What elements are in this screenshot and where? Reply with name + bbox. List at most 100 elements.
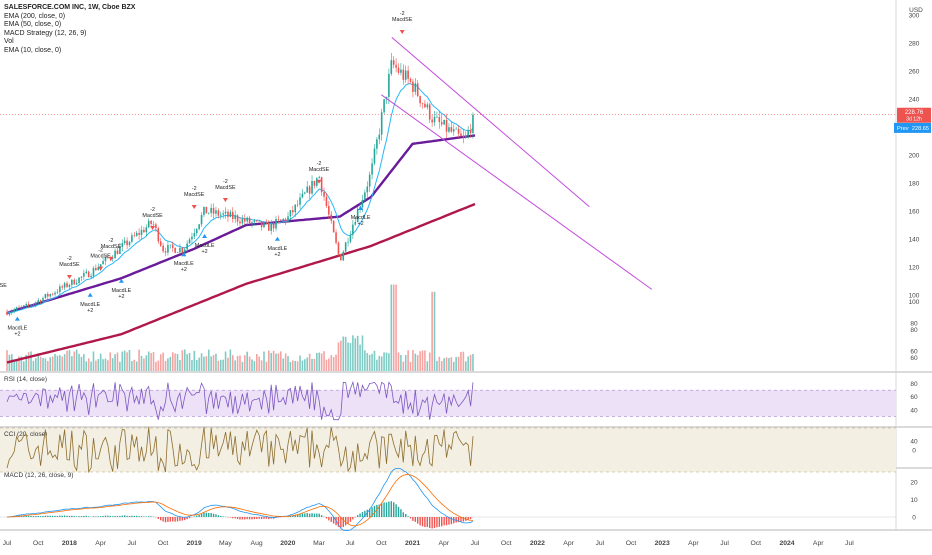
- volume-bar: [76, 350, 78, 371]
- candle-body: [177, 252, 179, 253]
- macd-histogram-bar: [302, 514, 303, 517]
- candle-body: [429, 104, 431, 119]
- candle-body: [412, 82, 414, 92]
- macd-histogram-bar: [28, 516, 29, 517]
- candle-body: [330, 215, 332, 221]
- macd-histogram-bar: [222, 516, 223, 517]
- legend-macd-strategy[interactable]: MACD Strategy (12, 26, 9): [4, 30, 135, 39]
- volume-bar: [201, 353, 203, 371]
- volume-bar: [47, 361, 49, 371]
- candle-body: [18, 307, 20, 308]
- volume-bar: [287, 356, 289, 371]
- volume-bar: [155, 362, 157, 371]
- volume-bar: [177, 354, 179, 371]
- macd-histogram-bar: [47, 516, 48, 517]
- candle-body: [371, 163, 373, 174]
- macd-histogram-bar: [388, 502, 389, 517]
- candle-body: [366, 187, 368, 193]
- volume-bar: [304, 359, 306, 371]
- volume-bar: [338, 342, 340, 371]
- volume-bar: [203, 357, 205, 371]
- candle-body: [69, 285, 71, 287]
- macd-histogram-bar: [194, 516, 195, 517]
- macd-histogram-bar: [165, 517, 166, 522]
- candle-body: [393, 60, 395, 65]
- volume-bar: [194, 351, 196, 371]
- volume-bar: [191, 360, 193, 371]
- candle-body: [419, 96, 421, 103]
- candle-body: [465, 136, 467, 138]
- volume-bar: [6, 350, 8, 371]
- macd-histogram-bar: [345, 517, 346, 525]
- volume-bar: [210, 356, 212, 371]
- candle-body: [194, 233, 196, 237]
- time-tick-label: 2019: [187, 540, 202, 547]
- volume-bar: [167, 358, 169, 371]
- volume-bar: [85, 361, 87, 371]
- candle-body: [472, 115, 474, 133]
- signal-count: +2: [274, 252, 280, 258]
- volume-bar: [460, 352, 462, 371]
- macd-histogram-bar: [422, 517, 423, 526]
- volume-bar: [57, 356, 59, 371]
- candle-body: [138, 233, 140, 235]
- macd-tick-label: 20: [910, 480, 918, 487]
- legend-ema200[interactable]: EMA (200, close, 0): [4, 13, 135, 22]
- macd-histogram-bar: [102, 516, 103, 517]
- time-tick-label: Jul: [720, 540, 729, 547]
- candle-body: [374, 149, 376, 164]
- candle-body: [16, 307, 18, 309]
- volume-bar: [186, 354, 188, 371]
- volume-bar: [136, 362, 138, 371]
- volume-bar: [218, 361, 220, 371]
- volume-bar: [427, 361, 429, 371]
- volume-bar: [415, 354, 417, 371]
- candle-body: [203, 207, 205, 215]
- candle-body: [102, 261, 104, 264]
- candle-body: [446, 120, 448, 132]
- candle-body: [443, 120, 445, 125]
- volume-bar: [371, 354, 373, 371]
- signal-count: -2: [109, 238, 114, 244]
- macd-histogram-bar: [347, 517, 348, 524]
- volume-bar: [126, 352, 128, 371]
- candle-body: [196, 229, 198, 233]
- macd-pane-label: MACD (12, 26, close, 9): [4, 472, 73, 479]
- bar-countdown: 3d 12h: [906, 117, 922, 123]
- candle-body: [23, 305, 25, 306]
- macd-histogram-bar: [74, 516, 75, 517]
- macd-histogram-bar: [148, 516, 149, 517]
- price-tick-label: 140: [909, 237, 920, 244]
- macd-histogram-bar: [436, 517, 437, 527]
- volume-bar: [213, 355, 215, 371]
- signal-count: +2: [14, 332, 20, 338]
- legend-ema10[interactable]: EMA (10, close, 0): [4, 47, 135, 56]
- volume-bar: [422, 350, 424, 371]
- macd-histogram-bar: [434, 517, 435, 528]
- macd-histogram-bar: [57, 516, 58, 517]
- candle-body: [126, 241, 128, 246]
- legend-volume[interactable]: Vol: [4, 38, 135, 47]
- time-tick-label: Oct: [751, 540, 762, 547]
- macd-histogram-bar: [86, 516, 87, 517]
- candle-body: [230, 212, 232, 217]
- legend-ema50[interactable]: EMA (50, close, 0): [4, 21, 135, 30]
- candle-body: [249, 218, 251, 223]
- rsi-tick-label: 60: [910, 394, 918, 401]
- candle-body: [232, 212, 234, 219]
- time-tick-label: Apr: [95, 540, 106, 547]
- macd-histogram-bar: [400, 509, 401, 517]
- candle-body: [244, 219, 246, 222]
- chart-legend: SALESFORCE.COM INC, 1W, Cboe BZX EMA (20…: [4, 4, 135, 56]
- time-tick-label: Apr: [813, 540, 824, 547]
- candle-body: [141, 230, 143, 235]
- time-tick-label: Jul: [845, 540, 854, 547]
- volume-bar: [133, 360, 135, 371]
- candle-body: [47, 294, 49, 296]
- macd-histogram-bar: [405, 514, 406, 517]
- candle-body: [282, 219, 284, 220]
- volume-bar: [455, 357, 457, 371]
- macd-histogram-bar: [40, 516, 41, 517]
